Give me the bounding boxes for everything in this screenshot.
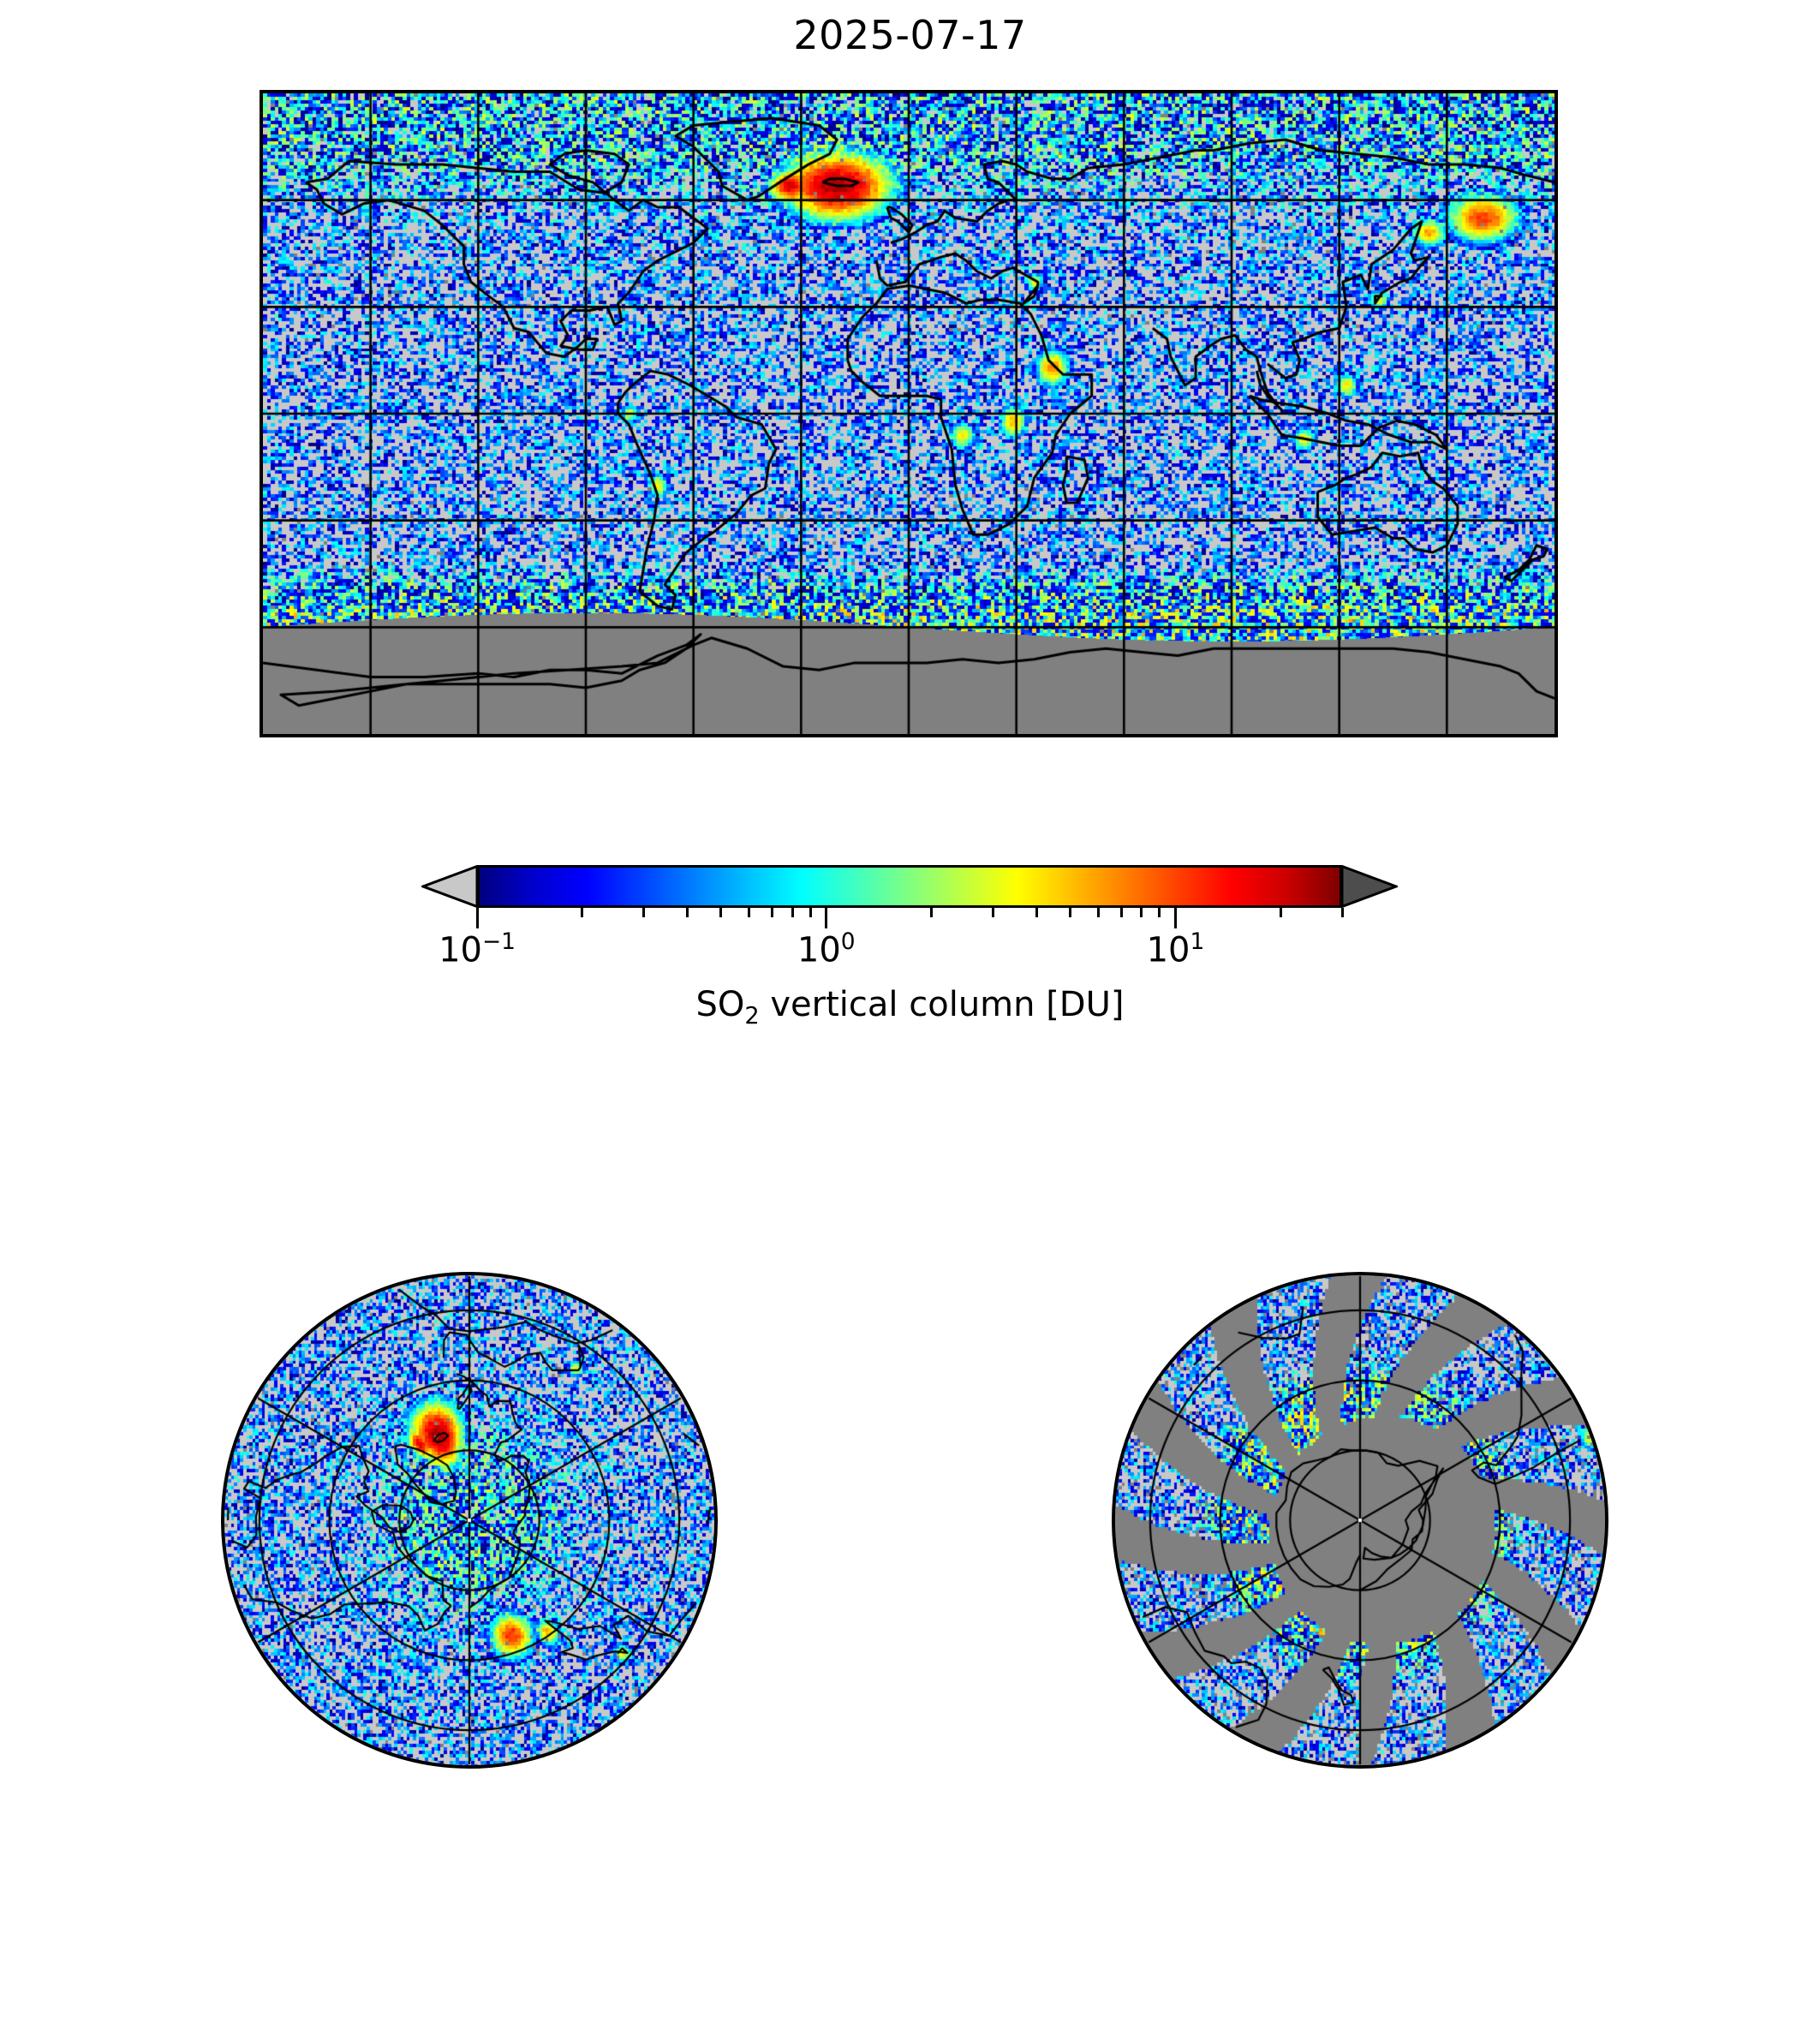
- colorbar-minor-tick: [991, 908, 994, 917]
- colorbar-tick-label: 100: [797, 928, 856, 970]
- colorbar-bar: [421, 865, 1398, 908]
- colorbar-minor-tick: [1158, 908, 1161, 917]
- south-polar-so2-map: [1112, 1272, 1608, 1769]
- north-polar-so2-map: [221, 1272, 718, 1769]
- colorbar-over-arrow-icon: [1342, 865, 1398, 908]
- colorbar-tick-labels: 10−1 100 101: [421, 928, 1398, 980]
- colorbar-major-tick: [1173, 908, 1177, 928]
- north-polar-raster: [224, 1275, 714, 1765]
- colorbar-minor-tick: [791, 908, 794, 917]
- colorbar: 10−1 100 101 SO2 vertical column [DU]: [0, 856, 1820, 1029]
- colorbar-minor-tick: [1069, 908, 1072, 917]
- colorbar-minor-tick: [1340, 908, 1344, 917]
- colorbar-minor-tick: [1119, 908, 1123, 917]
- colorbar-minor-tick: [809, 908, 812, 917]
- colorbar-gradient-fill: [480, 868, 1340, 905]
- global-map-raster: [263, 93, 1554, 734]
- page-title: 2025-07-17: [793, 12, 1027, 58]
- colorbar-minor-tick: [929, 908, 933, 917]
- colorbar-minor-tick: [747, 908, 750, 917]
- south-polar-raster: [1115, 1275, 1605, 1765]
- colorbar-under-arrow-icon: [421, 865, 477, 908]
- colorbar-gradient: [477, 865, 1342, 908]
- colorbar-minor-tick: [1279, 908, 1282, 917]
- colorbar-minor-tick: [719, 908, 723, 917]
- colorbar-axis-label: SO2 vertical column [DU]: [695, 985, 1125, 1029]
- colorbar-minor-tick: [1035, 908, 1038, 917]
- colorbar-minor-tick: [1096, 908, 1100, 917]
- colorbar-major-tick: [475, 908, 479, 928]
- global-so2-map: [260, 90, 1558, 737]
- colorbar-minor-tick: [642, 908, 646, 917]
- colorbar-minor-tick: [581, 908, 584, 917]
- colorbar-ticks: [421, 908, 1398, 928]
- colorbar-minor-tick: [1140, 908, 1143, 917]
- colorbar-minor-tick: [685, 908, 689, 917]
- colorbar-tick-label: 10−1: [439, 928, 516, 970]
- colorbar-minor-tick: [771, 908, 774, 917]
- colorbar-major-tick: [825, 908, 828, 928]
- colorbar-tick-label: 101: [1146, 928, 1205, 970]
